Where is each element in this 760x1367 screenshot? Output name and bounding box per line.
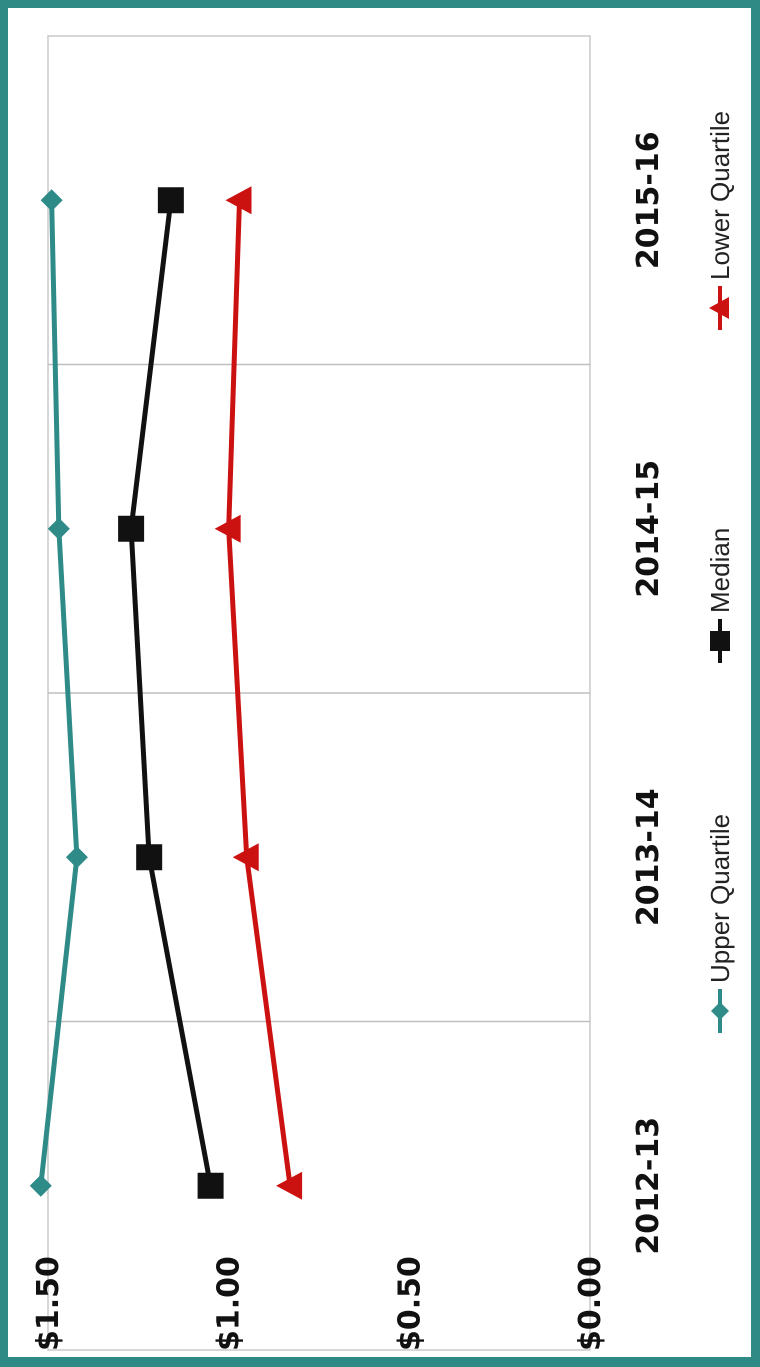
data-point (157, 187, 184, 214)
x-tick-label: 2012-13 (631, 1117, 666, 1255)
data-point (29, 1174, 52, 1197)
y-tick-label: $0.50 (392, 1256, 427, 1351)
data-point (225, 186, 252, 215)
y-tick-label: $1.50 (31, 1256, 66, 1351)
data-point (232, 843, 259, 872)
data-point (65, 846, 88, 869)
legend-marker (710, 631, 730, 651)
legend-marker (711, 1002, 729, 1020)
x-tick-label: 2014-15 (631, 460, 666, 598)
data-point (118, 515, 145, 542)
y-tick-label: $1.00 (212, 1256, 247, 1351)
legend-label: Upper Quartile (705, 814, 735, 983)
legend-marker (709, 297, 729, 319)
data-point (40, 189, 63, 212)
line-chart: $0.00 $0.50 $1.00 $1.50 2012-13 2013-14 2014-1… (29, 35, 735, 1351)
data-point (197, 1172, 224, 1199)
legend-label: Median (705, 528, 735, 613)
legend-label: Lower Quartile (705, 111, 735, 280)
series-line (128, 199, 214, 1187)
chart-frame: $0.00 $0.50 $1.00 $1.50 2012-13 2013-14 2014-1… (8, 8, 751, 1357)
data-point (276, 1171, 303, 1200)
x-tick-label: 2013-14 (631, 788, 666, 926)
data-point (136, 844, 163, 871)
data-point (47, 517, 70, 540)
series-line (38, 200, 80, 1187)
series-line (226, 200, 293, 1187)
data-point (214, 514, 241, 543)
x-tick-label: 2015-16 (631, 131, 666, 269)
y-tick-label: $0.00 (573, 1256, 608, 1351)
